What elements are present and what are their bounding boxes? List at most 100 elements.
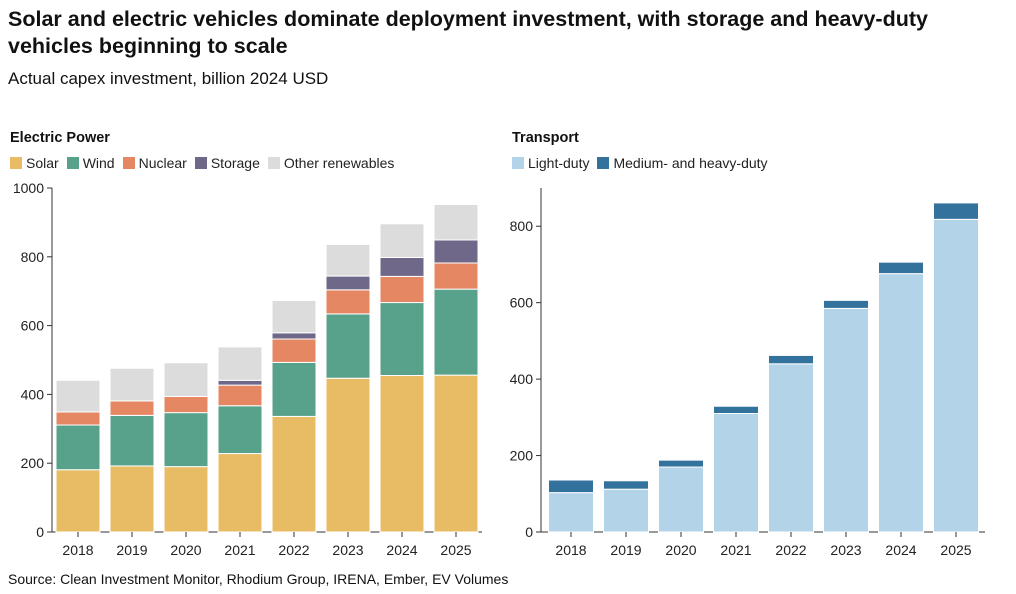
transport-bar-medium-and-heavy-duty-2018 — [548, 479, 594, 494]
transport-x-tick-label: 2023 — [830, 542, 861, 558]
transport-bar-medium-and-heavy-duty-2023 — [823, 299, 869, 309]
electric-power-x-tick-label: 2025 — [440, 542, 471, 558]
electric-power-bar-storage-2023 — [325, 275, 371, 291]
electric-power-bar-nuclear-2018 — [55, 411, 101, 426]
electric-power-x-tick-label: 2021 — [224, 542, 255, 558]
transport-x-tick-label: 2024 — [885, 542, 916, 558]
transport-y-tick-label: 800 — [510, 218, 534, 234]
transport-x-tick-label: 2021 — [720, 542, 751, 558]
transport-bar-light-duty-2018 — [548, 492, 594, 533]
electric-power-bar-nuclear-2023 — [325, 289, 371, 315]
electric-power-bar-wind-2020 — [163, 412, 209, 468]
legend-item-light-duty: Light-duty — [512, 155, 589, 171]
legend-item-nuclear: Nuclear — [122, 155, 187, 171]
electric-power-bar-other-renewables-2021 — [217, 346, 263, 381]
transport-bar-medium-and-heavy-duty-2025 — [933, 202, 979, 220]
electric-power-bar-solar-2022 — [271, 415, 317, 533]
electric-power-x-tick-label: 2022 — [278, 542, 309, 558]
electric-power-bar-storage-2025 — [433, 239, 479, 264]
electric-power-bar-solar-2025 — [433, 374, 479, 533]
electric-power-bar-other-renewables-2018 — [55, 379, 101, 413]
transport-x-tick-label: 2025 — [940, 542, 971, 558]
transport-bar-light-duty-2019 — [603, 488, 649, 533]
transport-bar-medium-and-heavy-duty-2020 — [658, 459, 704, 468]
legend-label-medium-heavy-duty: Medium- and heavy-duty — [613, 155, 768, 171]
electric-power-bar-nuclear-2024 — [379, 275, 425, 304]
electric-power-bar-solar-2018 — [55, 469, 101, 533]
electric-power-bar-nuclear-2021 — [217, 384, 263, 407]
legend-swatch-wind — [66, 157, 79, 169]
electric-power-y-tick-label: 200 — [21, 455, 45, 471]
legend-item-other-renewables: Other renewables — [267, 155, 395, 171]
electric-power-bar-wind-2023 — [325, 313, 371, 379]
electric-power-bar-nuclear-2025 — [433, 262, 479, 290]
electric-power-bar-solar-2024 — [379, 374, 425, 533]
transport-x-tick-label: 2020 — [665, 542, 696, 558]
legend-item-wind: Wind — [66, 155, 115, 171]
electric-power-bar-wind-2021 — [217, 405, 263, 455]
legend-swatch-solar — [10, 157, 22, 169]
transport-legend: Light-duty Medium- and heavy-duty — [512, 155, 776, 171]
transport-bar-medium-and-heavy-duty-2024 — [878, 261, 924, 275]
legend-item-medium-heavy-duty: Medium- and heavy-duty — [597, 155, 768, 171]
legend-item-storage: Storage — [194, 155, 260, 171]
chart-subtitle: Actual capex investment, billion 2024 US… — [8, 69, 329, 88]
legend-item-solar: Solar — [10, 155, 59, 171]
electric-power-y-tick-label: 600 — [21, 318, 45, 334]
electric-power-panel-title: Electric Power — [10, 130, 110, 146]
source-note: Source: Clean Investment Monitor, Rhodiu… — [8, 571, 509, 587]
electric-power-bar-storage-2024 — [379, 256, 425, 277]
legend-label-solar: Solar — [26, 155, 59, 171]
electric-power-y-tick-label: 0 — [36, 524, 44, 540]
transport-x-tick-label: 2022 — [775, 542, 806, 558]
transport-y-tick-label: 0 — [525, 524, 533, 540]
electric-power-x-tick-label: 2024 — [386, 542, 417, 558]
transport-panel-title: Transport — [512, 130, 579, 146]
electric-power-bar-solar-2019 — [109, 465, 155, 533]
transport-bar-light-duty-2024 — [878, 273, 924, 533]
transport-bar-light-duty-2025 — [933, 218, 979, 533]
electric-power-bar-wind-2018 — [55, 424, 101, 471]
electric-power-bar-storage-2021 — [217, 379, 263, 386]
electric-power-bar-solar-2021 — [217, 453, 263, 533]
electric-power-bar-solar-2023 — [325, 377, 371, 533]
legend-label-wind: Wind — [82, 155, 115, 171]
electric-power-bar-other-renewables-2024 — [379, 223, 425, 258]
transport-x-tick-label: 2019 — [610, 542, 641, 558]
legend-swatch-other-renewables — [267, 157, 280, 169]
transport-y-tick-label: 400 — [510, 371, 534, 387]
electric-power-x-tick-label: 2019 — [116, 542, 147, 558]
electric-power-bar-wind-2022 — [271, 361, 317, 417]
legend-label-other-renewables: Other renewables — [283, 155, 395, 171]
transport-bar-light-duty-2023 — [823, 307, 869, 533]
electric-power-bar-solar-2020 — [163, 466, 209, 533]
electric-power-bar-nuclear-2019 — [109, 400, 155, 416]
transport-bar-light-duty-2020 — [658, 466, 704, 533]
legend-label-light-duty: Light-duty — [528, 155, 590, 171]
electric-power-bar-storage-2022 — [271, 332, 317, 340]
electric-power-y-tick-label: 800 — [21, 249, 45, 265]
electric-power-y-tick-label: 400 — [21, 386, 45, 402]
electric-power-bar-other-renewables-2022 — [271, 299, 317, 334]
electric-power-x-tick-label: 2018 — [62, 542, 93, 558]
electric-power-y-tick-label: 1000 — [13, 180, 44, 196]
transport-bar-medium-and-heavy-duty-2022 — [768, 354, 814, 365]
electric-power-bar-other-renewables-2023 — [325, 243, 371, 277]
transport-bar-light-duty-2021 — [713, 413, 759, 533]
legend-swatch-nuclear — [122, 157, 135, 169]
electric-power-bar-nuclear-2022 — [271, 338, 317, 363]
transport-y-tick-label: 600 — [510, 295, 534, 311]
legend-swatch-light-duty — [512, 157, 524, 169]
transport-bar-medium-and-heavy-duty-2019 — [603, 480, 649, 490]
electric-power-bar-other-renewables-2019 — [109, 367, 155, 402]
transport-x-tick-label: 2018 — [555, 542, 586, 558]
electric-power-bar-nuclear-2020 — [163, 395, 209, 414]
electric-power-bar-wind-2019 — [109, 414, 155, 467]
legend-label-storage: Storage — [210, 155, 260, 171]
legend-label-nuclear: Nuclear — [138, 155, 187, 171]
legend-swatch-storage — [194, 157, 207, 169]
chart-title: Solar and electric vehicles dominate dep… — [8, 7, 928, 58]
transport-bar-light-duty-2022 — [768, 363, 814, 533]
electric-power-bar-wind-2024 — [379, 302, 425, 376]
